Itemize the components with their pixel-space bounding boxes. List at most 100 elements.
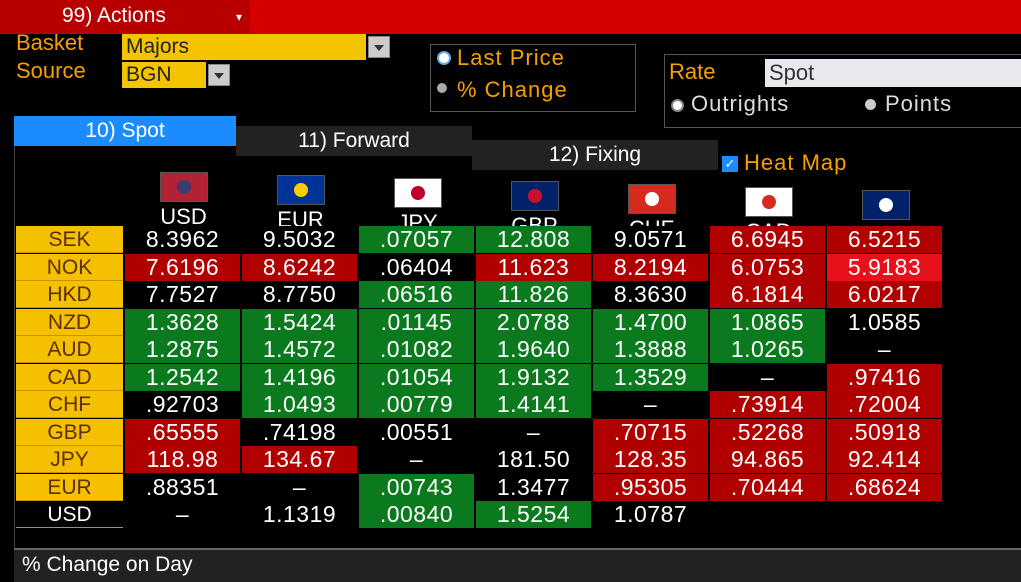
rate-cell: – <box>710 363 825 391</box>
option-label[interactable]: Last Price <box>457 45 565 70</box>
rate-cell: .00779 <box>359 391 474 418</box>
tab-active[interactable]: 10) Spot <box>14 116 236 146</box>
rate-cell: 6.6945 <box>710 226 825 253</box>
flag <box>627 184 676 214</box>
row-label: EUR <box>16 473 123 501</box>
rate-cell: .01082 <box>359 336 474 363</box>
flag <box>159 172 208 202</box>
rate-cell: 1.3888 <box>593 336 708 363</box>
source-field[interactable]: BGN <box>122 62 206 88</box>
tab[interactable]: 11) Forward <box>236 126 472 156</box>
rate-cell: 134.67 <box>242 446 357 473</box>
row-label: JPY <box>16 446 123 473</box>
actions-label[interactable]: 99) Actions <box>62 4 166 27</box>
rate-cell: 2.0788 <box>476 308 591 336</box>
rate-cell: 6.1814 <box>710 281 825 308</box>
row-label: AUD <box>16 336 123 363</box>
rate-cell: .70715 <box>593 418 708 446</box>
radio[interactable] <box>865 99 876 110</box>
rate-cell: 1.9132 <box>476 363 591 391</box>
basket-dropdown[interactable] <box>368 36 390 58</box>
rate-cell: 1.5424 <box>242 308 357 336</box>
rate-cell: 1.1319 <box>242 501 357 528</box>
rate-cell: 94.865 <box>710 446 825 473</box>
rate-cell: 8.6242 <box>242 253 357 281</box>
flag-emblem <box>293 183 308 197</box>
row-label: CAD <box>16 363 123 391</box>
rate-cell: .00840 <box>359 501 474 528</box>
rate-cell: 1.4700 <box>593 308 708 336</box>
option-label[interactable]: Points <box>885 91 953 116</box>
rate-cell: 8.7750 <box>242 281 357 308</box>
rate-cell: 92.414 <box>827 446 942 473</box>
flag-emblem <box>410 186 425 200</box>
rate-cell: .73914 <box>710 391 825 418</box>
heat-map-label[interactable]: Heat Map <box>744 150 848 175</box>
rate-cell: .06516 <box>359 281 474 308</box>
flag-emblem <box>176 180 191 194</box>
rate-cell: 1.3529 <box>593 363 708 391</box>
footer-label: % Change on Day <box>22 553 193 576</box>
rate-cell: .01054 <box>359 363 474 391</box>
rate-options: Rate Spot Outrights Points <box>664 54 1021 128</box>
divider <box>14 146 15 550</box>
footer-bar: % Change on Day <box>14 548 1021 582</box>
radio[interactable] <box>437 83 447 93</box>
radio-selected[interactable] <box>671 99 684 112</box>
rate-cell: .72004 <box>827 391 942 418</box>
rate-cell: 1.0787 <box>593 501 708 528</box>
rate-cell: 1.5254 <box>476 501 591 528</box>
rate-cell: 11.623 <box>476 253 591 281</box>
row-label: NOK <box>16 253 123 281</box>
rate-cell: 9.0571 <box>593 226 708 253</box>
rate-cell: .74198 <box>242 418 357 446</box>
rate-cell: – <box>593 391 708 418</box>
rate-cell: 7.6196 <box>125 253 240 281</box>
source-dropdown[interactable] <box>208 64 230 86</box>
rate-cell: .68624 <box>827 473 942 501</box>
flag <box>861 190 910 220</box>
rate-cell: 1.3628 <box>125 308 240 336</box>
row-label: NZD <box>16 308 123 336</box>
rate-cell: 1.2542 <box>125 363 240 391</box>
basket-label: Basket <box>16 30 84 55</box>
rate-cell: 1.0265 <box>710 336 825 363</box>
rate-cell: 1.4141 <box>476 391 591 418</box>
rate-cell: 1.0585 <box>827 308 942 336</box>
rate-cell: 181.50 <box>476 446 591 473</box>
radio-selected[interactable] <box>437 51 451 65</box>
rate-cell: 118.98 <box>125 446 240 473</box>
tab[interactable]: 12) Fixing <box>472 140 718 170</box>
rate-cell: 1.4572 <box>242 336 357 363</box>
rate-field[interactable]: Spot <box>765 59 1021 87</box>
row-label: HKD <box>16 281 123 308</box>
rate-cell: .70444 <box>710 473 825 501</box>
row-label: CHF <box>16 391 123 418</box>
option-label[interactable]: % Change <box>457 77 568 102</box>
actions-menu[interactable]: 99) Actions ▾ <box>0 0 250 34</box>
rate-cell: .88351 <box>125 473 240 501</box>
rate-cell: 1.9640 <box>476 336 591 363</box>
rate-cell: 9.5032 <box>242 226 357 253</box>
display-options: Last Price % Change <box>430 44 636 112</box>
rate-cell: .52268 <box>710 418 825 446</box>
rate-cell: 5.9183 <box>827 253 942 281</box>
rate-cell: 1.3477 <box>476 473 591 501</box>
flag-emblem <box>527 189 542 203</box>
rate-cell: 6.0753 <box>710 253 825 281</box>
rate-cell: 1.4196 <box>242 363 357 391</box>
heat-map-checkbox[interactable]: ✓ <box>722 156 738 172</box>
flag <box>393 178 442 208</box>
basket-field[interactable]: Majors <box>122 34 366 60</box>
actions-arrow: ▾ <box>236 10 243 24</box>
row-label: USD <box>16 501 123 528</box>
rate-cell: – <box>242 473 357 501</box>
rate-cell: .07057 <box>359 226 474 253</box>
option-label[interactable]: Outrights <box>691 91 790 116</box>
rate-cell: – <box>125 501 240 528</box>
rate-cell: 1.0493 <box>242 391 357 418</box>
rate-cell: 128.35 <box>593 446 708 473</box>
flag <box>510 181 559 211</box>
